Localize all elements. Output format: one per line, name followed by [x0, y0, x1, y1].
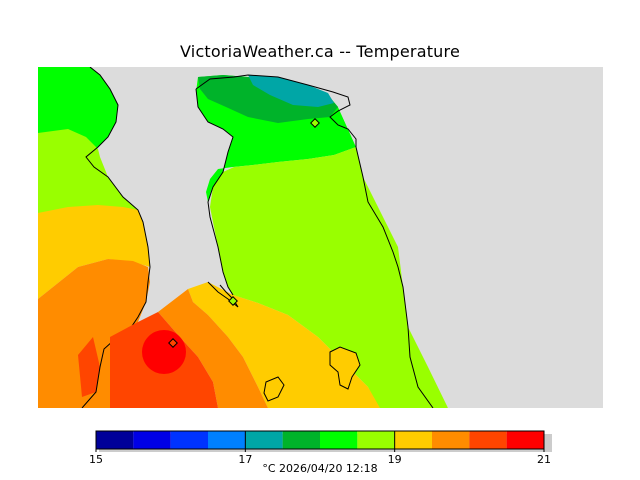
legend-tick-label: 15: [89, 453, 103, 466]
saanich-east-coastline: [355, 146, 434, 408]
east-land: [338, 67, 603, 408]
west-region-yellow: [38, 205, 150, 299]
legend-swatch: [170, 431, 208, 449]
legend-swatch: [506, 431, 544, 449]
legend-swatch: [469, 431, 507, 449]
legend-swatch: [208, 431, 246, 449]
west-region-orange: [38, 259, 150, 408]
station-marker-harbour: [228, 296, 238, 306]
legend-tick-label: 17: [238, 453, 252, 466]
station-marker-north: [310, 118, 320, 128]
north-coastline: [195, 74, 357, 147]
temperature-map: [38, 67, 603, 408]
west-region-lightgreen: [38, 129, 138, 217]
legend-swatch: [245, 431, 283, 449]
legend-swatch: [357, 431, 395, 449]
station-marker-south: [168, 338, 178, 348]
chart-title: VictoriaWeather.ca -- Temperature: [180, 42, 460, 61]
saanich-teal: [248, 75, 334, 107]
legend-tick-label: 19: [388, 453, 402, 466]
saanich-lightgreen: [210, 147, 448, 408]
inlet-coastline: [207, 281, 239, 308]
legend-swatch: [96, 431, 134, 449]
south-yellow: [188, 282, 380, 408]
saanich-west-coastline: [195, 88, 234, 296]
west-region-orangered-sliver: [78, 337, 100, 397]
legend-swatch: [432, 431, 470, 449]
island-south-east: [329, 346, 361, 390]
south-orange: [158, 289, 268, 408]
island-small: [263, 376, 285, 402]
legend-tick-label: 21: [537, 453, 551, 466]
legend-caption: °C 2026/04/20 12:18: [262, 462, 377, 475]
legend-swatch: [133, 431, 171, 449]
legend-ticks: 15 17 19 21: [89, 431, 551, 466]
legend-swatch: [394, 431, 432, 449]
legend-bar: [95, 430, 552, 452]
legend-swatch: [320, 431, 358, 449]
legend-swatch: [282, 431, 320, 449]
